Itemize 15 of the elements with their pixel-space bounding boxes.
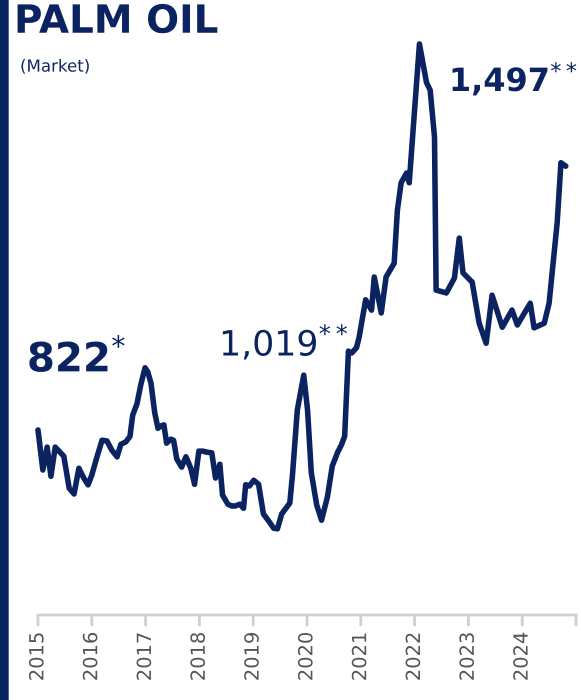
chart-title: PALM OIL (18, 4, 218, 34)
x-tick-label: 2018 (190, 633, 206, 680)
x-tick-label: 2021 (352, 633, 366, 680)
x-tick-label: 2015 (28, 633, 44, 680)
text: (Market) (21, 58, 89, 74)
x-tick-label: 2022 (406, 634, 420, 680)
x-tick-label: 2023 (459, 633, 474, 680)
x-tick-label: 2024 (513, 632, 528, 680)
annotation: 1,019$^{**}$ (222, 324, 348, 360)
x-tick-label: 2017 (136, 633, 152, 680)
annotation: 822$^{*}$ (29, 335, 125, 372)
annotation: 1,497$^{**}$ (452, 62, 576, 96)
x-tick-label: 2016 (82, 632, 98, 680)
x-tick-label: 2019 (244, 633, 259, 680)
x-tick-label: 2020 (298, 632, 313, 680)
